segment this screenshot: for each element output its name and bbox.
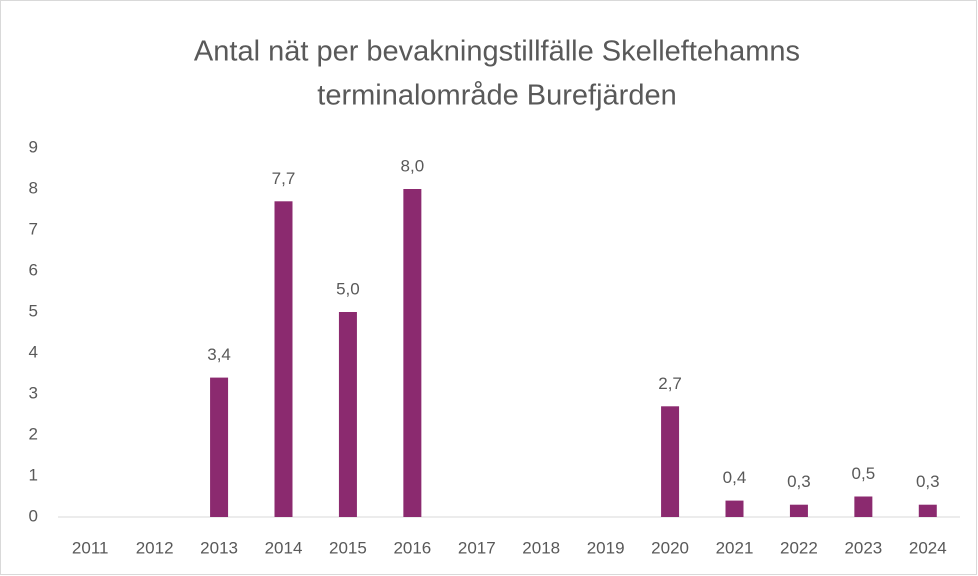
x-tick-label: 2013	[200, 538, 238, 557]
chart-title: Antal nät per bevakningstillfälle Skelle…	[194, 36, 800, 68]
data-label: 3,4	[207, 345, 231, 364]
bar	[338, 312, 357, 517]
y-tick-label: 1	[29, 465, 38, 484]
data-label: 7,7	[272, 169, 296, 188]
bar	[789, 504, 808, 517]
x-tick-label: 2020	[651, 538, 689, 557]
x-tick-label: 2019	[587, 538, 625, 557]
data-label: 0,3	[916, 472, 940, 491]
x-tick-label: 2011	[72, 538, 109, 557]
x-tick-label: 2014	[265, 538, 303, 557]
x-tick-label: 2015	[329, 538, 367, 557]
x-tick-label: 2024	[909, 538, 947, 557]
bar	[274, 201, 293, 518]
x-tick-label: 2012	[136, 538, 174, 557]
x-tick-label: 2021	[716, 538, 754, 557]
y-tick-label: 7	[29, 219, 38, 238]
x-tick-label: 2022	[780, 538, 818, 557]
y-tick-label: 6	[29, 260, 38, 279]
x-tick-label: 2023	[844, 538, 882, 557]
y-tick-label: 8	[29, 178, 38, 197]
bar	[918, 504, 937, 517]
bar	[854, 496, 873, 517]
y-tick-label: 4	[29, 342, 38, 361]
bar	[210, 377, 229, 517]
data-label: 0,5	[852, 464, 876, 483]
x-tick-label: 2018	[522, 538, 560, 557]
bar	[403, 189, 422, 517]
y-tick-label: 0	[29, 506, 38, 525]
x-tick-label: 2017	[458, 538, 496, 557]
y-tick-label: 9	[29, 137, 38, 156]
y-tick-label: 3	[29, 383, 38, 402]
bar	[725, 500, 744, 517]
data-label: 2,7	[658, 374, 682, 393]
data-label: 0,3	[787, 472, 811, 491]
data-label: 0,4	[723, 468, 747, 487]
x-tick-label: 2016	[393, 538, 431, 557]
bar	[661, 406, 680, 517]
chart-title: terminalområde Burefjärden	[317, 80, 676, 112]
data-label: 5,0	[336, 279, 360, 298]
data-label: 8,0	[401, 156, 425, 175]
y-tick-label: 2	[29, 424, 38, 443]
y-tick-label: 5	[29, 301, 38, 320]
